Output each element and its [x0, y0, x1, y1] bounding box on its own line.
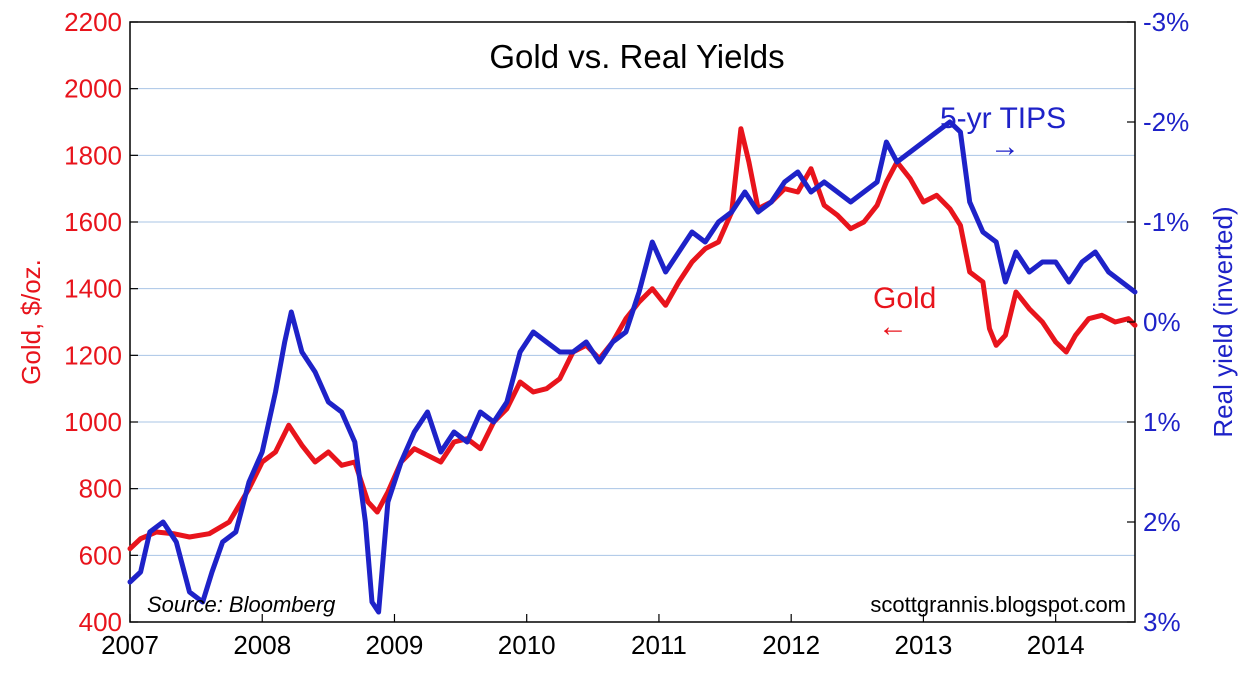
left-tick-label: 2200	[64, 7, 122, 37]
left-tick-label: 1400	[64, 274, 122, 304]
x-tick-label: 2008	[233, 630, 291, 660]
tips-arrow-icon: →	[990, 130, 1020, 163]
left-tick-label: 1000	[64, 407, 122, 437]
x-tick-label: 2014	[1027, 630, 1085, 660]
left-tick-label: 1200	[64, 340, 122, 370]
x-tick-label: 2012	[762, 630, 820, 660]
source-note: Source: Bloomberg	[147, 592, 336, 617]
tips-series-label: 5-yr TIPS	[940, 102, 1066, 135]
left-axis-label: Gold, $/oz.	[16, 259, 46, 385]
credit-note: scottgrannis.blogspot.com	[870, 592, 1126, 617]
left-axis: 2200 2000 1800 1600 1400 1200 1000 800 600 400	[64, 7, 138, 637]
gold-arrow-icon: ←	[878, 310, 908, 343]
left-tick-label: 1800	[64, 140, 122, 170]
chart-title: Gold vs. Real Yields	[489, 38, 784, 75]
right-tick-label: 2%	[1143, 507, 1181, 537]
x-tick-label: 2007	[101, 630, 159, 660]
right-axis: -3% -2% -1% 0% 1% 2% 3%	[1127, 7, 1189, 637]
gold-series-line	[127, 126, 1138, 552]
right-tick-label: -2%	[1143, 107, 1189, 137]
right-tick-label: -1%	[1143, 207, 1189, 237]
right-tick-label: 1%	[1143, 407, 1181, 437]
series-layer	[127, 119, 1138, 615]
x-axis: 2007 2008 2009 2010 2011 2012 2013 2014	[101, 614, 1085, 660]
x-tick-label: 2010	[498, 630, 556, 660]
left-tick-label: 1600	[64, 207, 122, 237]
x-tick-label: 2009	[366, 630, 424, 660]
left-tick-label: 2000	[64, 74, 122, 104]
right-axis-label: Real yield (inverted)	[1208, 206, 1238, 437]
right-tick-label: -3%	[1143, 7, 1189, 37]
gold-series-label: Gold	[873, 282, 936, 315]
left-tick-label: 400	[79, 607, 122, 637]
left-tick-label: 600	[79, 540, 122, 570]
tips-series-line	[127, 119, 1138, 615]
left-tick-label: 800	[79, 474, 122, 504]
right-tick-label: 3%	[1143, 607, 1181, 637]
gridlines	[130, 88, 1135, 556]
x-tick-label: 2011	[631, 630, 687, 660]
x-tick-label: 2013	[894, 630, 952, 660]
right-tick-label: 0%	[1143, 307, 1181, 337]
